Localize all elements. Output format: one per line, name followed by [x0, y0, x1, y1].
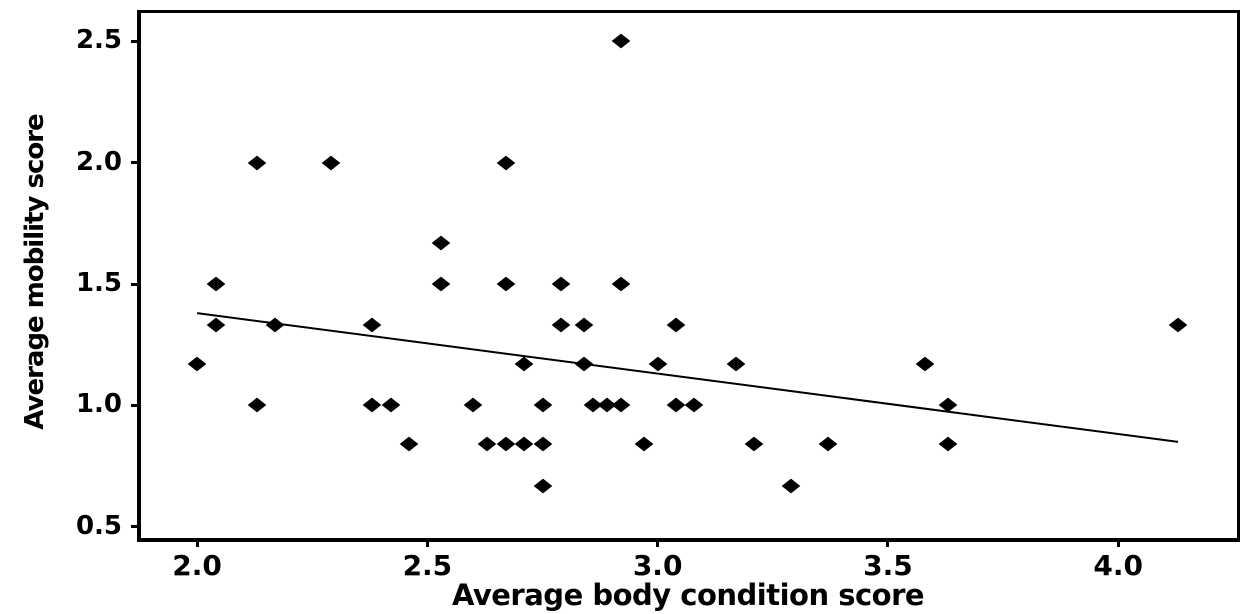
x-tick-label: 2.0	[172, 549, 222, 582]
y-tick-label: 1.5	[75, 268, 122, 298]
y-tick	[131, 39, 140, 43]
y-tick-label: 0.5	[75, 510, 122, 541]
x-tick	[886, 539, 890, 547]
y-tick-label: 2.5	[75, 25, 122, 56]
x-axis-title: Average body condition score	[451, 578, 925, 612]
x-tick-label: 2.5	[402, 549, 453, 582]
x-tick	[1116, 539, 1120, 547]
y-tick-label: 1.0	[75, 389, 122, 420]
x-tick-label: 3.0	[632, 549, 683, 582]
x-tick-label: 3.5	[863, 549, 913, 582]
x-tick	[195, 539, 199, 547]
y-tick	[131, 403, 140, 407]
y-tick	[131, 161, 140, 165]
x-tick	[656, 539, 660, 547]
y-tick	[131, 525, 140, 529]
x-tick-label: 4.0	[1093, 549, 1143, 582]
y-tick-label: 2.0	[75, 146, 122, 177]
y-tick	[131, 282, 140, 286]
x-tick	[425, 539, 429, 547]
y-axis-title: Average mobility score	[20, 114, 50, 430]
plot-area-border	[137, 10, 1240, 542]
